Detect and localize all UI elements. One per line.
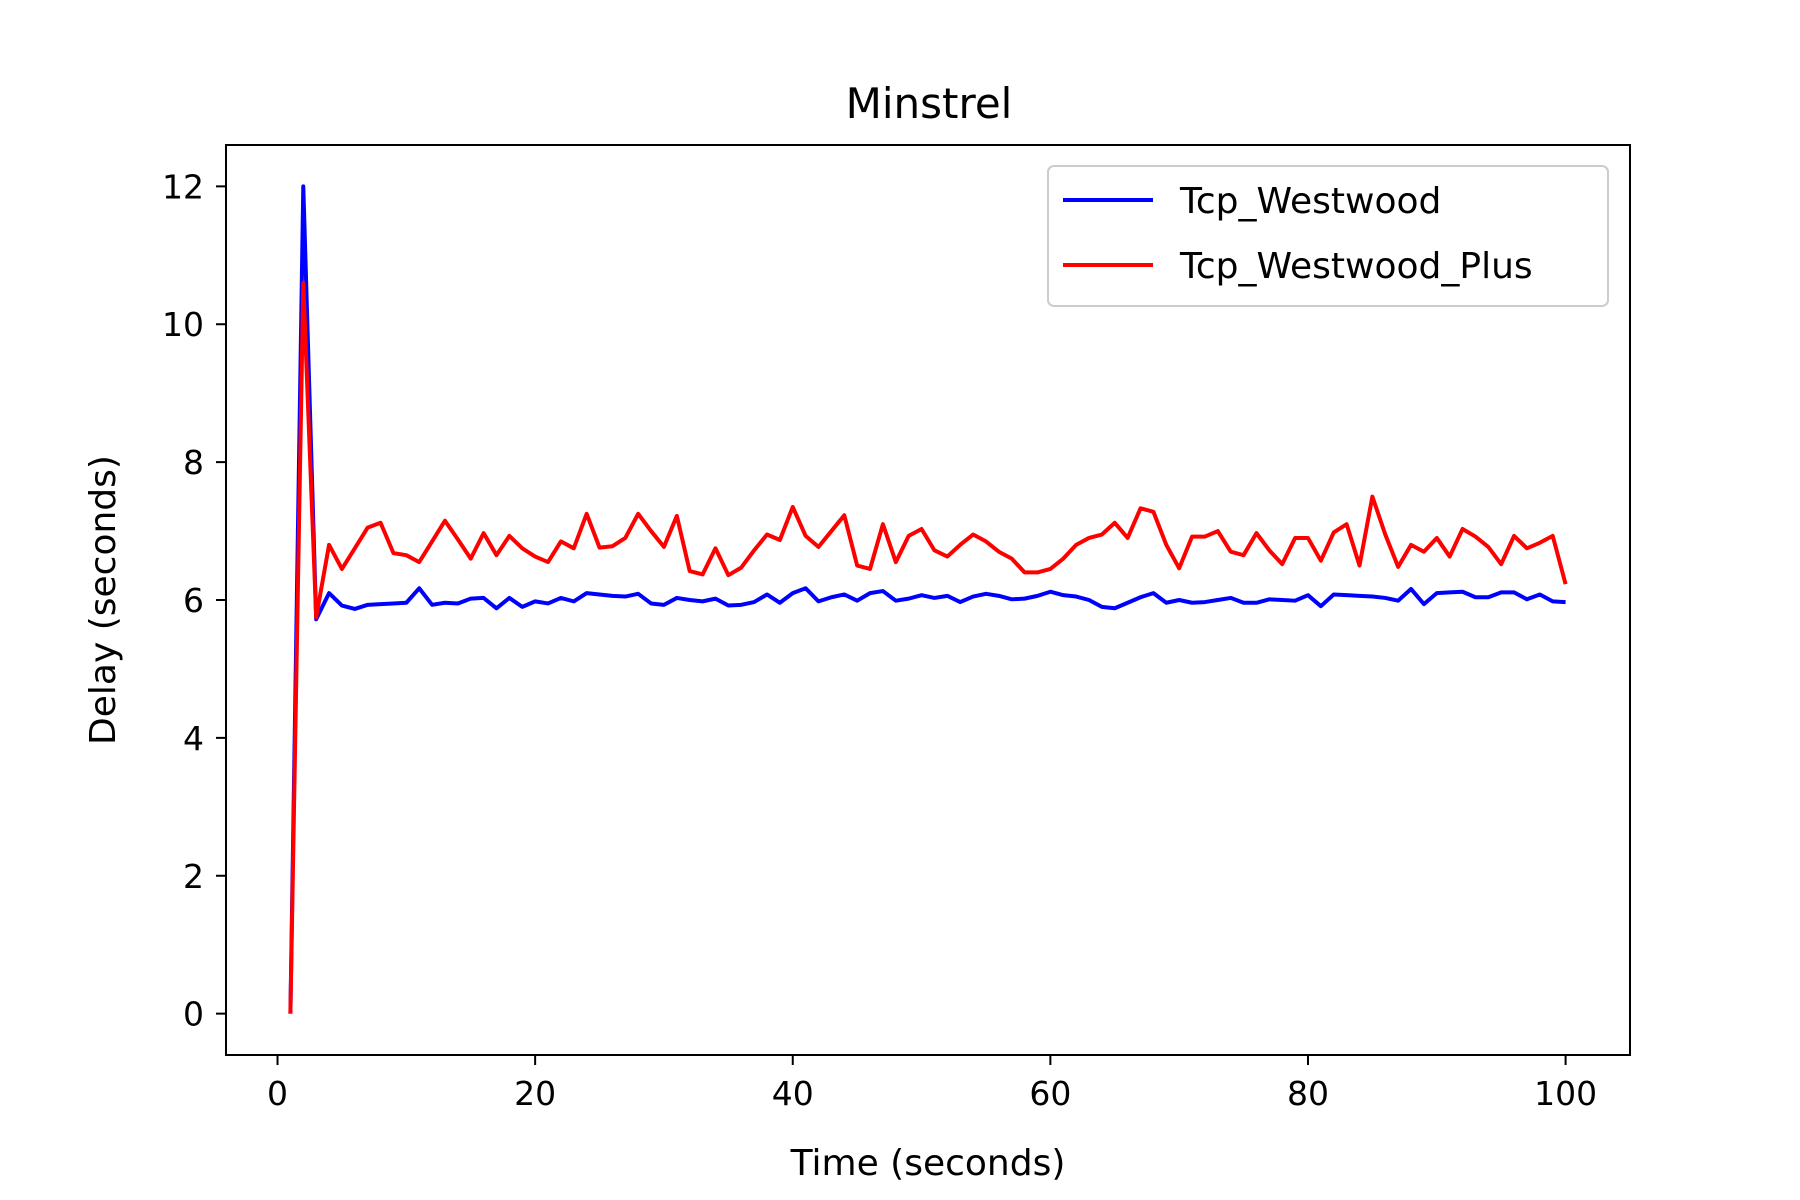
legend: Tcp_Westwood Tcp_Westwood_Plus [1047, 165, 1609, 307]
x-tick-label: 60 [1029, 1074, 1071, 1113]
x-tick-label: 80 [1287, 1074, 1329, 1113]
x-tick-label: 40 [772, 1074, 814, 1113]
y-tick-label: 10 [162, 305, 204, 344]
x-tick-label: 0 [267, 1074, 288, 1113]
series-line-tcp-westwood-plus [288, 280, 1568, 1014]
series-line-tcp-westwood [288, 184, 1566, 1014]
x-tick-label: 100 [1534, 1074, 1597, 1113]
y-tick-label: 8 [183, 443, 204, 482]
legend-box [1047, 165, 1609, 307]
chart-title: Minstrel [846, 79, 1013, 128]
x-axis-title: Time (seconds) [790, 1143, 1066, 1184]
y-axis: 0 2 4 6 8 10 12 [162, 167, 226, 1034]
series-layer [288, 184, 1568, 1014]
legend-label-tcp-westwood-plus: Tcp_Westwood_Plus [1179, 246, 1533, 287]
x-axis: 0 20 40 60 80 100 [267, 1055, 1597, 1113]
y-tick-label: 6 [183, 581, 204, 620]
legend-label-tcp-westwood: Tcp_Westwood [1179, 181, 1441, 222]
y-axis-title: Delay (seconds) [83, 455, 124, 745]
y-tick-label: 0 [183, 995, 204, 1034]
x-tick-label: 20 [514, 1074, 556, 1113]
y-tick-label: 4 [183, 719, 204, 758]
y-tick-label: 12 [162, 167, 204, 206]
y-tick-label: 2 [183, 857, 204, 896]
